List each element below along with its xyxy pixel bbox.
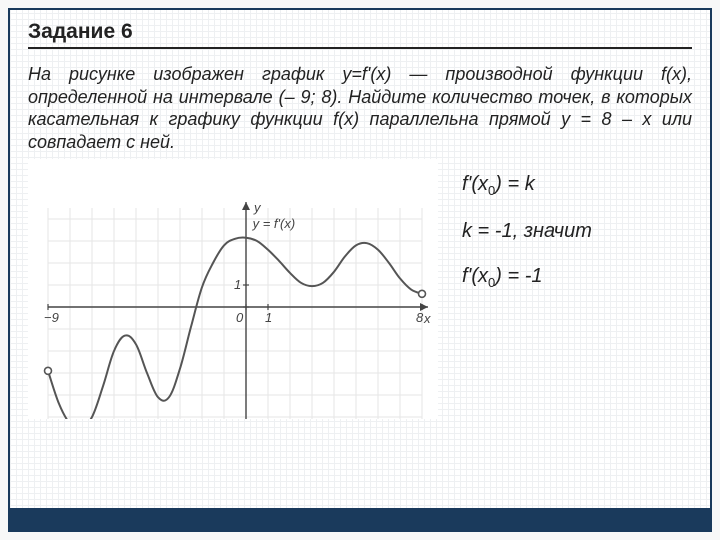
- derivative-graph: yxy = f'(x)−91018: [28, 159, 438, 419]
- svg-text:1: 1: [265, 310, 272, 325]
- problem-text: На рисунке изображен график y=f'(x) — пр…: [10, 53, 710, 153]
- graph-svg: yxy = f'(x)−91018: [28, 159, 438, 419]
- svg-text:−9: −9: [44, 310, 59, 325]
- svg-text:8: 8: [416, 310, 424, 325]
- footer-bar: [10, 508, 710, 530]
- equation-3: f'(x0) = -1: [462, 265, 592, 290]
- svg-text:x: x: [423, 311, 431, 326]
- svg-text:0: 0: [236, 310, 244, 325]
- equation-1: f'(x0) = k: [462, 173, 592, 198]
- solution-text: f'(x0) = k k = -1, значит f'(x0) = -1: [462, 159, 592, 419]
- slide-frame: Задание 6 На рисунке изображен график y=…: [8, 8, 712, 532]
- svg-text:1: 1: [234, 277, 241, 292]
- task-title: Задание 6: [28, 20, 692, 49]
- title-wrap: Задание 6: [10, 10, 710, 53]
- content-row: yxy = f'(x)−91018 f'(x0) = k k = -1, зна…: [10, 153, 710, 419]
- equation-2: k = -1, значит: [462, 220, 592, 243]
- svg-text:y = f'(x): y = f'(x): [252, 216, 296, 231]
